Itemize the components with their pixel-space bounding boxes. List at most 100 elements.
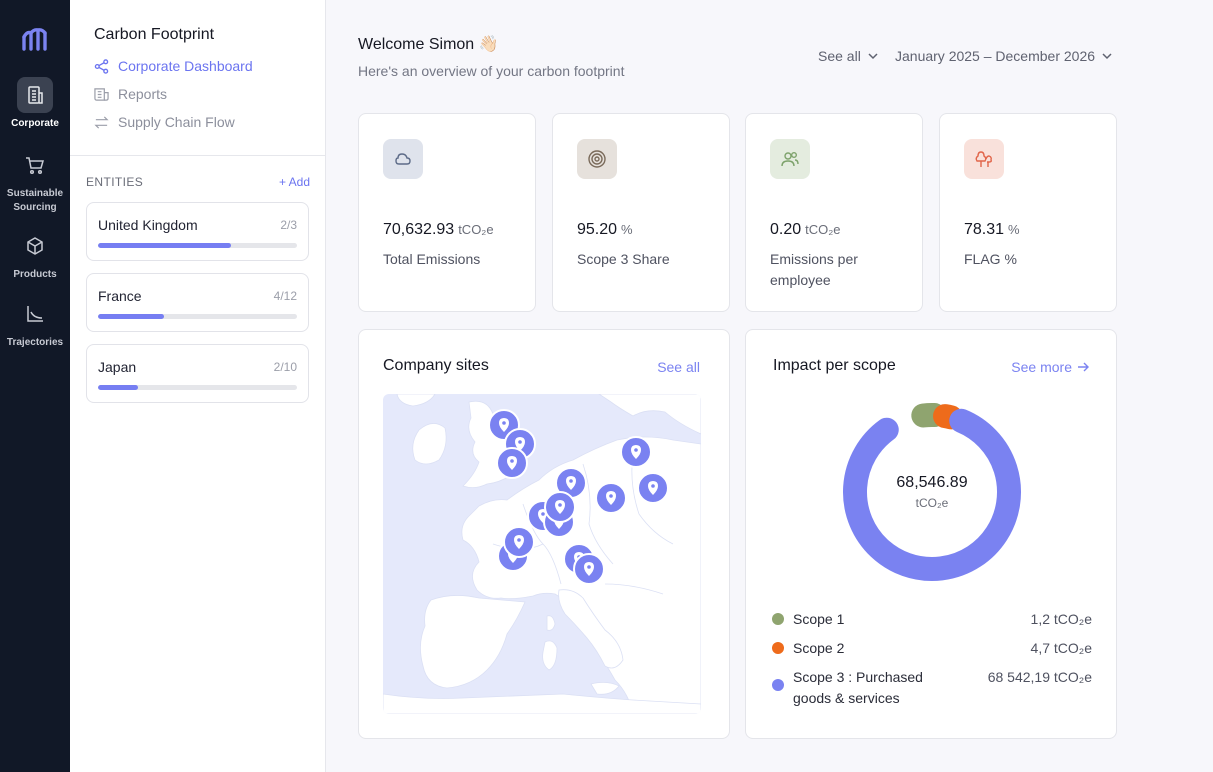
map-pin-icon[interactable] xyxy=(637,472,669,504)
sidebar-link-supply-chain-flow[interactable]: Supply Chain Flow xyxy=(94,114,235,130)
sidebar-link-reports[interactable]: Reports xyxy=(94,86,167,102)
company-sites-card: Company sites See all xyxy=(358,329,730,739)
legend-dot xyxy=(772,613,784,625)
kpi-number: 95.20 xyxy=(577,221,618,238)
map-pin-icon[interactable] xyxy=(620,436,652,468)
legend-value: 1,2 tCO₂e xyxy=(1030,611,1092,627)
map-pin-icon[interactable] xyxy=(573,553,605,585)
entity-card-japan[interactable]: Japan 2/10 xyxy=(86,344,309,403)
rail-item-sustainable-sourcing[interactable]: Sustainable Sourcing xyxy=(0,147,70,215)
entity-name: United Kingdom xyxy=(98,217,198,233)
kpi-unit: tCO₂e xyxy=(805,222,841,237)
kpi-number: 70,632.93 xyxy=(383,221,455,238)
rail-label: Corporate xyxy=(11,118,59,129)
kpi-value: 0.20 tCO₂e xyxy=(770,221,841,239)
kpi-unit: tCO₂e xyxy=(458,222,494,237)
legend-label: Scope 2 xyxy=(793,640,845,656)
legend-dot xyxy=(772,642,784,654)
sidebar-link-label: Reports xyxy=(118,86,168,102)
rail-label: Sustainable Sourcing xyxy=(6,188,64,213)
impact-per-scope-card: Impact per scope See more 68,546.89 tCO₂… xyxy=(745,329,1117,739)
entity-card-france[interactable]: France 4/12 xyxy=(86,273,309,332)
sidebar-divider xyxy=(70,155,325,156)
chevron-down-icon xyxy=(1102,53,1112,60)
entity-progress-fill xyxy=(98,385,138,390)
kpi-number: 78.31 xyxy=(964,221,1005,238)
legend-value: 68 542,19 tCO₂e xyxy=(987,669,1092,685)
arrow-right-icon xyxy=(1078,362,1089,372)
entity-count: 4/12 xyxy=(273,289,297,303)
share-nodes-icon xyxy=(94,58,109,74)
target-icon xyxy=(577,139,617,179)
kpi-unit: % xyxy=(1008,222,1020,237)
kpi-label: Total Emissions xyxy=(383,251,481,267)
see-all-label: See all xyxy=(818,48,861,64)
app-logo-icon[interactable] xyxy=(22,27,48,51)
map-pin-icon[interactable] xyxy=(496,447,528,479)
page-subtitle: Here's an overview of your carbon footpr… xyxy=(358,63,625,79)
sites-map[interactable] xyxy=(383,394,701,714)
cloud-icon xyxy=(383,139,423,179)
kpi-card-flag: 78.31% FLAG % xyxy=(939,113,1117,312)
sidebar-link-corporate-dashboard[interactable]: Corporate Dashboard xyxy=(94,58,253,74)
see-more-label: See more xyxy=(1011,359,1072,375)
map-pin-icon[interactable] xyxy=(503,526,535,558)
date-range-dropdown[interactable]: January 2025 – December 2026 xyxy=(895,48,1113,64)
sidebar-link-label: Supply Chain Flow xyxy=(118,114,235,130)
map-pin-icon[interactable] xyxy=(544,491,576,523)
kpi-card-emissions-per-employee: 0.20 tCO₂e Emissions per employee xyxy=(745,113,923,312)
kpi-value: 95.20% xyxy=(577,221,633,239)
entity-card-united-kingdom[interactable]: United Kingdom 2/3 xyxy=(86,202,309,261)
entity-progress-bar xyxy=(98,385,297,390)
chart-line-icon xyxy=(17,296,53,332)
cart-icon xyxy=(17,147,53,183)
sidebar-title: Carbon Footprint xyxy=(94,26,215,43)
kpi-card-scope3-share: 95.20% Scope 3 Share xyxy=(552,113,730,312)
box-icon xyxy=(17,228,53,264)
add-entity-button[interactable]: + Add xyxy=(278,175,310,189)
entity-name: Japan xyxy=(98,359,137,375)
legend-label: Scope 1 xyxy=(793,611,845,627)
map-pin-icon[interactable] xyxy=(595,482,627,514)
rail-item-trajectories[interactable]: Trajectories xyxy=(0,296,70,350)
kpi-label: Emissions per employee xyxy=(770,251,858,288)
welcome-title: Welcome Simon 👋🏻 xyxy=(358,36,499,53)
kpi-label: Scope 3 Share xyxy=(577,251,670,267)
arrows-swap-icon xyxy=(94,115,109,129)
sites-see-all-link[interactable]: See all xyxy=(657,359,700,375)
legend-value: 4,7 tCO₂e xyxy=(1030,640,1092,656)
sidebar: Carbon Footprint Corporate Dashboard Rep… xyxy=(70,0,326,772)
donut-center: 68,546.89 tCO₂e xyxy=(842,474,1022,510)
entity-count: 2/10 xyxy=(273,360,297,374)
kpi-value: 70,632.93 tCO₂e xyxy=(383,221,494,239)
donut-total: 68,546.89 xyxy=(896,474,968,491)
entity-progress-fill xyxy=(98,243,231,248)
kpi-value: 78.31% xyxy=(964,221,1020,239)
entity-name: France xyxy=(98,288,142,304)
entity-progress-bar xyxy=(98,314,297,319)
sidebar-link-label: Corporate Dashboard xyxy=(118,58,253,74)
rail-item-products[interactable]: Products xyxy=(0,228,70,282)
entities-header: ENTITIES + Add xyxy=(86,175,310,189)
entity-progress-fill xyxy=(98,314,165,319)
impact-see-more-link[interactable]: See more xyxy=(1011,359,1089,375)
europe-land xyxy=(383,394,701,714)
entity-count: 2/3 xyxy=(280,218,297,232)
rail-label: Trajectories xyxy=(6,337,64,348)
legend-dot xyxy=(772,679,784,691)
impact-title: Impact per scope xyxy=(773,357,896,374)
date-range-label: January 2025 – December 2026 xyxy=(895,48,1096,64)
rail-item-corporate[interactable]: Corporate xyxy=(0,77,70,131)
chevron-down-icon xyxy=(868,53,878,60)
trees-icon xyxy=(964,139,1004,179)
legend-label: Scope 3 : Purchased goods & services xyxy=(793,669,923,706)
donut-segment-scope3[interactable] xyxy=(843,408,1021,581)
kpi-unit: % xyxy=(621,222,633,237)
see-all-dropdown[interactable]: See all xyxy=(818,48,879,64)
kpi-label: FLAG % xyxy=(964,251,1017,267)
scope-donut-chart xyxy=(843,403,1021,581)
kpi-card-total-emissions: 70,632.93 tCO₂e Total Emissions xyxy=(358,113,536,312)
nav-rail: Corporate Sustainable Sourcing Products … xyxy=(0,0,70,772)
entity-progress-bar xyxy=(98,243,297,248)
people-icon xyxy=(770,139,810,179)
